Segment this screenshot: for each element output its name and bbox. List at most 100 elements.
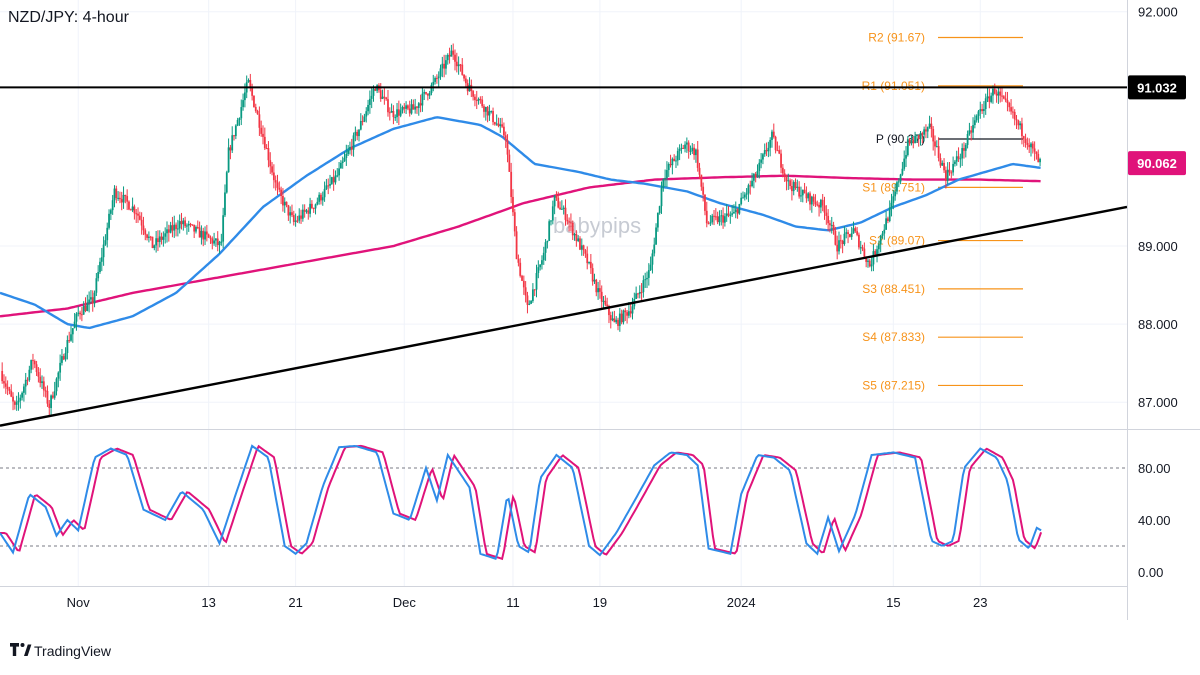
candle-body: [589, 261, 592, 269]
candle-body: [332, 177, 335, 183]
candle-body: [531, 289, 534, 301]
candle-body: [370, 95, 373, 99]
candle-body: [71, 328, 74, 335]
candle-body: [385, 97, 388, 100]
candle-body: [988, 96, 991, 102]
candle-body: [662, 178, 665, 189]
candle-body: [200, 230, 203, 238]
candle-body: [64, 353, 67, 360]
candle-body: [796, 186, 799, 188]
candle-body: [316, 201, 319, 205]
pivot-levels: R2 (91.67) R1 (91.051) P (90.37) S1 (89.751…: [862, 30, 1023, 392]
candle-body: [62, 356, 65, 360]
candle-body: [176, 228, 179, 230]
candle-body: [544, 242, 547, 253]
candle-body: [637, 293, 639, 295]
candle-body: [312, 207, 315, 209]
candle-body: [550, 220, 552, 222]
candle-body: [320, 194, 322, 201]
candle-body: [720, 215, 723, 217]
brand-name: TradingView: [34, 643, 112, 659]
candle-body: [999, 91, 1002, 96]
candle-body: [966, 134, 969, 145]
candle-body: [807, 193, 810, 199]
candle-body: [490, 111, 493, 113]
candle-body: [521, 275, 523, 281]
candle-body: [816, 204, 819, 206]
chart-title: NZD/JPY: 4-hour: [8, 9, 130, 26]
candle-body: [484, 106, 487, 112]
candle-body: [863, 248, 866, 257]
candle-body: [948, 169, 951, 173]
candle-body: [800, 195, 802, 197]
candle-body: [758, 162, 761, 171]
candle-body: [921, 133, 924, 135]
candle-body: [397, 109, 400, 116]
candle-body: [26, 379, 29, 381]
candle-body: [483, 106, 485, 112]
axis-labels: Nov 13 21 Dec 11 19 2024 15 23 87.000 88.000 89.000…: [67, 5, 1178, 610]
candle-body: [225, 172, 228, 193]
candle-body: [584, 250, 587, 254]
candle-body: [461, 64, 464, 75]
candle-body: [734, 209, 737, 212]
candle-body: [247, 79, 250, 83]
candle-body: [381, 96, 384, 99]
candle-body: [224, 192, 226, 216]
candle-body: [327, 185, 330, 187]
candle-body: [537, 267, 540, 274]
candle-body: [70, 334, 72, 341]
candle-body: [762, 154, 764, 160]
candle-body: [1008, 103, 1011, 108]
candle-body: [588, 261, 590, 264]
candle-body: [477, 98, 480, 101]
candle-body: [463, 74, 465, 79]
candle-body: [256, 110, 259, 115]
candle-body: [282, 195, 284, 206]
candle-body: [30, 360, 33, 370]
candle-body: [843, 233, 846, 245]
candle-body: [222, 215, 225, 242]
candle-body: [892, 196, 895, 203]
candle-body: [519, 262, 522, 276]
candle-body: [551, 206, 554, 221]
candle-body: [120, 199, 123, 203]
candle-body: [562, 207, 565, 209]
candle-body: [450, 50, 453, 57]
candle-body: [716, 216, 719, 223]
candle-body: [396, 109, 398, 118]
candle-body: [618, 313, 621, 326]
candle-body: [383, 96, 386, 98]
candle-body: [743, 194, 746, 198]
candle-body: [401, 107, 404, 111]
candle-body: [1006, 100, 1009, 104]
candle-body: [963, 148, 965, 151]
candle-body: [495, 123, 498, 125]
candle-body: [593, 279, 596, 282]
candle-body: [82, 305, 85, 315]
candle-body: [91, 297, 94, 304]
candle-body: [367, 104, 369, 112]
candle-body: [964, 144, 967, 151]
drawn-lines: [0, 86, 1128, 427]
candle-body: [901, 168, 904, 175]
candle-body: [269, 160, 272, 167]
candle-body: [829, 223, 831, 226]
candle-body: [142, 225, 145, 231]
candle-body: [459, 64, 462, 66]
candle-body: [675, 160, 677, 162]
candle-body: [642, 280, 645, 293]
candle-body: [620, 313, 623, 323]
candle-body: [21, 392, 23, 398]
current-price-badge-background: [1128, 151, 1186, 176]
candle-body: [350, 146, 353, 150]
candle-body: [749, 185, 752, 187]
candle-body: [986, 96, 989, 99]
candle-body: [164, 233, 167, 237]
candle-body: [1021, 123, 1023, 137]
candle-body: [780, 153, 782, 168]
candle-body: [358, 129, 360, 137]
candle-body: [283, 201, 286, 206]
candle-body: [100, 257, 103, 262]
candle-body: [39, 376, 42, 384]
